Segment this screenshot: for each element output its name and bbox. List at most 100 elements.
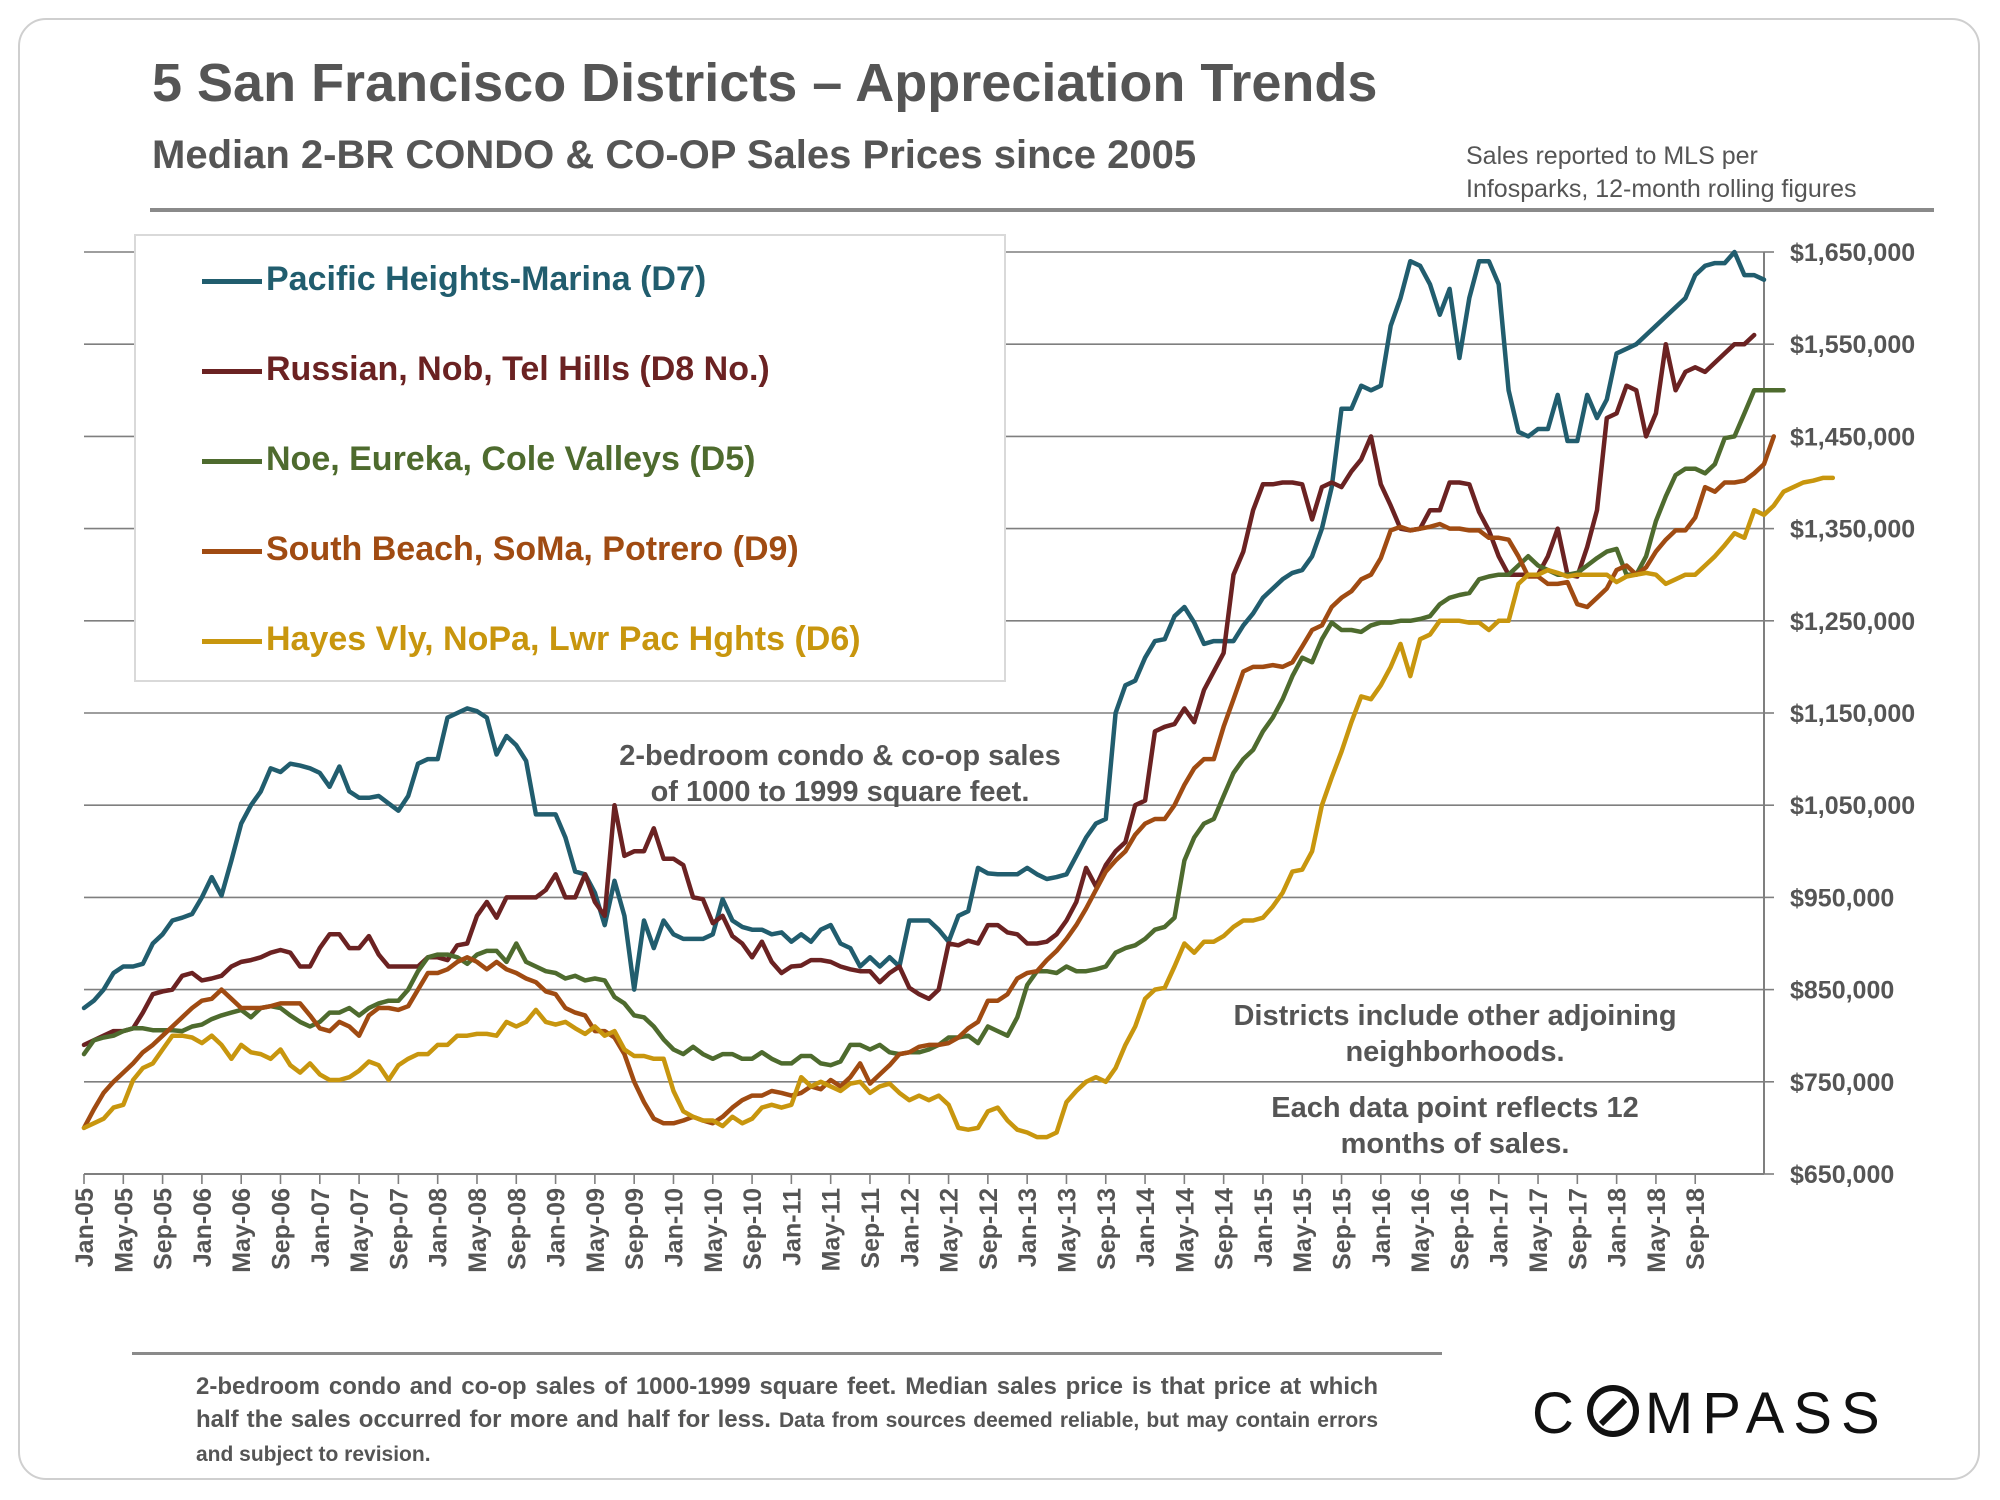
annotation-datapoint-line2: months of sales. (1340, 1128, 1570, 1160)
x-tick-label: May-07 (346, 1188, 374, 1273)
x-tick-label: Jan-13 (1014, 1188, 1042, 1267)
series-lines (81, 249, 1836, 1140)
x-tick-label: Sep-11 (857, 1188, 885, 1269)
x-tick-label: Jan-09 (543, 1188, 571, 1267)
x-tick-label: May-06 (228, 1188, 256, 1273)
x-tick-label: Sep-12 (975, 1188, 1003, 1270)
legend-item-d8: Russian, Nob, Tel Hills (D8 No.) (202, 350, 770, 390)
x-tick-label: Sep-05 (150, 1188, 178, 1270)
x-tick-label: Sep-16 (1446, 1188, 1474, 1270)
legend-label-d5: Noe, Eureka, Cole Valleys (D5) (266, 440, 756, 478)
y-tick-label: $650,000 (1790, 1161, 1894, 1189)
y-tick-label: $850,000 (1790, 977, 1894, 1005)
series-line-4 (81, 434, 1777, 1131)
x-tick-label: Sep-18 (1682, 1188, 1710, 1270)
y-tick-label: $750,000 (1790, 1069, 1894, 1097)
footer-disclaimer: 2-bedroom condo and co-op sales of 1000-… (196, 1370, 1378, 1471)
x-tick-label: May-09 (582, 1188, 610, 1273)
logo-text-right: MPASS (1644, 1381, 1889, 1446)
source-note: Sales reported to MLS per Infosparks, 12… (1466, 140, 1856, 206)
x-tick-label: Sep-17 (1564, 1188, 1592, 1270)
x-tick-label: Sep-06 (267, 1188, 295, 1270)
legend-swatch-d5 (202, 458, 262, 464)
logo-text-left: C (1532, 1381, 1583, 1446)
y-tick-label: $1,550,000 (1790, 331, 1915, 359)
legend: Pacific Heights-Marina (D7) Russian, Nob… (134, 234, 1006, 682)
x-tick-labels: Jan-05 May-05 Sep-05 Jan-06 May-06 Sep-06 Jan-… (71, 1174, 1710, 1273)
series-line-5 (81, 475, 1836, 1140)
annotation-districts-line1: Districts include other adjoining (1233, 1000, 1677, 1032)
legend-swatch-d7 (202, 278, 262, 284)
x-tick-label: Sep-10 (739, 1188, 767, 1270)
x-tick-label: Jan-11 (778, 1188, 806, 1266)
x-tick-label: Sep-09 (621, 1188, 649, 1270)
legend-label-d9: South Beach, SoMa, Potrero (D9) (266, 530, 799, 568)
annotation-sqft-line2: of 1000 to 1999 square feet. (650, 776, 1030, 808)
x-tick-label: May-18 (1643, 1188, 1671, 1273)
x-tick-label: Jan-16 (1368, 1188, 1396, 1267)
legend-item-d5: Noe, Eureka, Cole Valleys (D5) (202, 440, 755, 480)
x-tick-label: Sep-15 (1329, 1188, 1357, 1270)
x-tick-label: Jan-10 (660, 1188, 688, 1267)
legend-item-d9: South Beach, SoMa, Potrero (D9) (202, 530, 799, 570)
legend-item-d7: Pacific Heights-Marina (D7) (202, 260, 706, 300)
x-tick-label: May-08 (464, 1188, 492, 1273)
legend-swatch-d6 (202, 638, 262, 644)
compass-logo: C MPASS (1532, 1380, 1889, 1447)
legend-label-d8: Russian, Nob, Tel Hills (D8 No.) (266, 350, 770, 388)
annotation-datapoint: Each data point reflects 12 months of sa… (1180, 1090, 1730, 1162)
x-tick-label: May-10 (700, 1188, 728, 1273)
source-note-line1: Sales reported to MLS per (1466, 142, 1758, 170)
x-tick-label: May-12 (936, 1188, 964, 1273)
annotation-datapoint-line1: Each data point reflects 12 (1271, 1092, 1639, 1124)
x-tick-label: Jan-05 (71, 1188, 99, 1267)
x-tick-label: Jan-18 (1604, 1188, 1632, 1267)
series-line-1 (81, 249, 1767, 1011)
x-tick-label: Sep-07 (385, 1188, 413, 1270)
source-note-line2: Infosparks, 12-month rolling figures (1466, 175, 1857, 203)
y-tick-label: $950,000 (1790, 884, 1894, 912)
y-tick-label: $1,250,000 (1790, 608, 1915, 636)
legend-swatch-d9 (202, 548, 262, 554)
x-tick-label: May-13 (1053, 1188, 1081, 1273)
x-tick-label: May-11 (818, 1188, 846, 1271)
x-tick-label: Jan-06 (189, 1188, 217, 1267)
logo-compass-o-icon (1586, 1385, 1639, 1437)
annotation-districts: Districts include other adjoining neighb… (1160, 998, 1750, 1070)
x-tick-label: May-17 (1525, 1188, 1553, 1273)
x-tick-label: May-05 (110, 1188, 138, 1273)
annotation-districts-line2: neighborhoods. (1345, 1036, 1565, 1068)
y-tick-label: $1,050,000 (1790, 792, 1915, 820)
legend-label-d6: Hayes Vly, NoPa, Lwr Pac Hghts (D6) (266, 620, 861, 658)
x-tick-label: Sep-13 (1093, 1188, 1121, 1270)
y-tick-labels: $650,000 $750,000 $850,000 $950,000 $1,050,0… (1790, 239, 1915, 1189)
x-tick-label: Jan-08 (425, 1188, 453, 1267)
y-tick-label: $1,450,000 (1790, 423, 1915, 451)
x-tick-label: Jan-14 (1132, 1188, 1160, 1267)
header-divider (150, 208, 1934, 212)
annotation-sqft-line1: 2-bedroom condo & co-op sales (619, 740, 1061, 772)
x-tick-label: Jan-15 (1250, 1188, 1278, 1267)
x-tick-label: Jan-17 (1486, 1188, 1514, 1267)
annotation-sqft: 2-bedroom condo & co-op sales of 1000 to… (560, 738, 1120, 810)
legend-swatch-d8 (202, 368, 262, 374)
x-tick-label: May-14 (1171, 1188, 1199, 1273)
footer-small-text: Data from sources deemed reliable, but m… (196, 1409, 1379, 1466)
x-tick-label: May-16 (1407, 1188, 1435, 1273)
y-tick-label: $1,150,000 (1790, 700, 1915, 728)
legend-label-d7: Pacific Heights-Marina (D7) (266, 260, 707, 298)
page-title: 5 San Francisco Districts – Appreciation… (152, 53, 1378, 113)
legend-item-d6: Hayes Vly, NoPa, Lwr Pac Hghts (D6) (202, 620, 861, 660)
series-line-3 (81, 388, 1786, 1068)
y-tick-label: $1,350,000 (1790, 516, 1915, 544)
x-tick-label: Jan-12 (896, 1188, 924, 1267)
y-tick-label: $1,650,000 (1790, 239, 1915, 267)
footer-divider (132, 1352, 1442, 1355)
x-tick-label: Sep-08 (503, 1188, 531, 1270)
x-tick-label: Jan-07 (307, 1188, 335, 1267)
axes (84, 252, 1765, 1175)
series-line-2 (81, 332, 1757, 1048)
page-subtitle: Median 2-BR CONDO & CO-OP Sales Prices s… (152, 133, 1197, 177)
footer-main-text: 2-bedroom condo and co-op sales of 1000-… (196, 1373, 1378, 1433)
